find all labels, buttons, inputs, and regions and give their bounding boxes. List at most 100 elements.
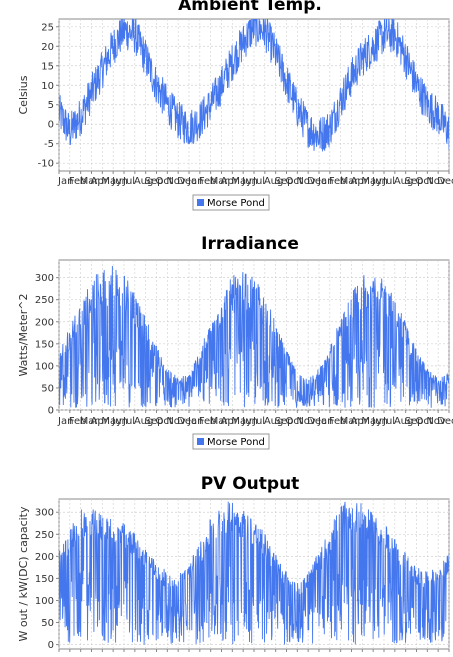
x-tick-label: Sep [275, 416, 294, 427]
x-tick-label: Oct [156, 176, 173, 187]
x-tick-label: Jan [187, 176, 203, 187]
x-tick-label: Jul [122, 176, 135, 187]
legend-entry: Morse Pond [207, 198, 265, 209]
x-tick-label: Oct [416, 176, 433, 187]
x-tick-label: Feb [199, 416, 217, 427]
x-tick-label: Jun [371, 416, 388, 427]
y-tick-label: 0 [48, 406, 54, 417]
x-tick-label: Jan [317, 176, 333, 187]
x-tick-label: Jul [382, 176, 395, 187]
x-tick-label: May [231, 176, 252, 187]
x-tick-label: Aug [394, 176, 414, 187]
y-axis-label: W out / kW(DC) capacity [17, 506, 30, 641]
x-tick-label: May [101, 176, 122, 187]
legend: Morse Pond [192, 433, 270, 450]
y-tick-label: 150 [35, 339, 54, 350]
x-tick-label: Apr [221, 416, 239, 427]
y-tick-label: 100 [35, 361, 54, 372]
x-tick-label: Sep [275, 176, 294, 187]
x-tick-label: Jul [122, 416, 135, 427]
y-tick-label: 50 [41, 618, 54, 629]
x-tick-label: Nov [426, 416, 446, 427]
x-tick-label: Jun [111, 416, 128, 427]
x-tick-label: Jul [252, 176, 265, 187]
legend: Morse Pond [192, 194, 270, 211]
x-tick-label: May [361, 416, 382, 427]
chart-panel-3: PV Output 0 50 100 150 200 250 300 W out / kW(DC… [17, 474, 450, 652]
x-tick-label: Aug [134, 176, 154, 187]
x-tick-label: Jul [252, 416, 265, 427]
x-tick-label: Jun [241, 416, 258, 427]
x-tick-label: Sep [405, 416, 424, 427]
x-tick-label: Jan [187, 416, 203, 427]
y-tick-label: 300 [35, 508, 54, 519]
y-tick-label: 100 [35, 596, 54, 607]
chart-title: Ambient Temp. [178, 0, 322, 15]
y-axis-label: Watts/Meter^2 [17, 293, 30, 376]
y-tick-label: 5 [48, 100, 54, 111]
x-tick-label: Mar [210, 176, 230, 187]
x-tick-label: Dec [437, 416, 453, 427]
x-tick-label: Apr [351, 176, 369, 187]
x-tick-label: Jan [57, 176, 73, 187]
x-tick-label: Jun [111, 176, 128, 187]
x-tick-label: Nov [296, 416, 316, 427]
y-tick-label: 0 [48, 640, 54, 651]
x-tick-label: Aug [264, 176, 284, 187]
y-tick-label: 50 [41, 383, 54, 394]
x-tick-label: Feb [69, 416, 87, 427]
y-tick-label: 300 [35, 273, 54, 284]
x-tick-label: Dec [307, 176, 326, 187]
x-tick-label: Jun [241, 176, 258, 187]
x-tick-label: Jan [317, 416, 333, 427]
y-tick-label: -5 [44, 139, 54, 150]
x-tick-label: Mar [80, 176, 100, 187]
y-axis-label: Celsius [17, 75, 30, 114]
x-tick-label: Mar [80, 416, 100, 427]
x-tick-label: Sep [405, 176, 424, 187]
series-line-morse-pond [59, 265, 449, 408]
x-tick-label: Sep [145, 176, 164, 187]
x-tick-label: Oct [286, 176, 303, 187]
x-tick-label: Feb [329, 176, 347, 187]
x-tick-label: Feb [329, 416, 347, 427]
x-tick-label: Apr [351, 416, 369, 427]
x-tick-label: May [101, 416, 122, 427]
y-tick-label: 200 [35, 317, 54, 328]
y-tick-label: 15 [41, 61, 54, 72]
x-tick-label: Dec [437, 176, 453, 187]
x-tick-label: Mar [340, 176, 360, 187]
x-tick-label: Jan [57, 416, 73, 427]
x-tick-label: May [361, 176, 382, 187]
x-tick-label: Feb [69, 176, 87, 187]
x-tick-label: Nov [166, 416, 186, 427]
x-tick-label: Nov [166, 176, 186, 187]
x-tick-label: Oct [156, 416, 173, 427]
x-tick-label: Apr [91, 416, 109, 427]
y-tick-label: 0 [48, 120, 54, 131]
y-tick-label: 25 [41, 22, 54, 33]
series-line-morse-pond [59, 501, 449, 645]
y-tick-label: 150 [35, 574, 54, 585]
legend-swatch [197, 438, 204, 445]
y-tick-label: 250 [35, 295, 54, 306]
legend-box [192, 433, 270, 450]
x-tick-label: Nov [426, 176, 446, 187]
x-tick-label: Nov [296, 176, 316, 187]
series-line-morse-pond [59, 19, 449, 152]
x-tick-label: Apr [221, 176, 239, 187]
y-tick-label: 250 [35, 530, 54, 541]
x-tick-label: Aug [394, 416, 414, 427]
x-tick-label: Apr [91, 176, 109, 187]
legend-box [192, 194, 270, 211]
y-tick-label: 20 [41, 42, 54, 53]
x-tick-label: May [231, 416, 252, 427]
x-tick-label: Jun [371, 176, 388, 187]
x-tick-label: Oct [416, 416, 433, 427]
x-tick-label: Aug [134, 416, 154, 427]
x-tick-label: Aug [264, 416, 284, 427]
x-tick-label: Dec [177, 176, 196, 187]
chart-title: Irradiance [201, 234, 299, 254]
x-tick-label: Mar [210, 416, 230, 427]
